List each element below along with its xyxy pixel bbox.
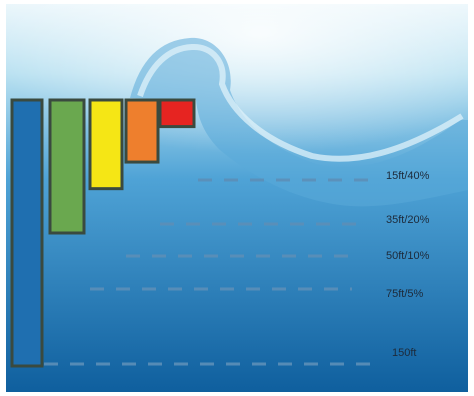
depth-label-0: 15ft/40% [386, 170, 430, 182]
depth-label-2: 50ft/10% [386, 250, 430, 262]
depth-label-4: 150ft [392, 347, 416, 359]
wave-splash [130, 37, 468, 207]
bar-0 [10, 98, 44, 368]
bar-3 [124, 98, 160, 164]
depth-guide-lines [44, 178, 372, 366]
wave-crest [137, 44, 464, 162]
depth-label-3: 75ft/5% [386, 288, 424, 300]
depth-bars [10, 98, 196, 368]
depth-label-1: 35ft/20% [386, 214, 430, 226]
bar-2 [88, 98, 124, 191]
depth-labels: 15ft/40% 35ft/20% 50ft/10% 75ft/5% 150ft [386, 170, 430, 359]
bar-4 [158, 98, 196, 129]
bar-1 [48, 98, 86, 235]
